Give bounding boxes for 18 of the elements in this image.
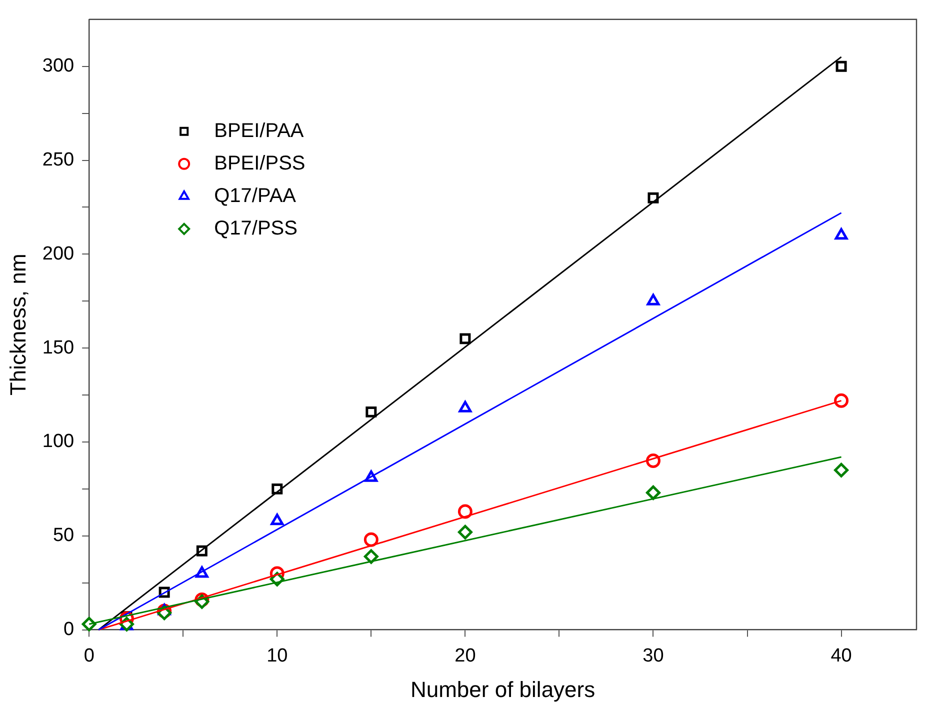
- y-tick-label: 200: [42, 243, 74, 264]
- y-tick-label: 0: [64, 619, 74, 640]
- legend-label: Q17/PAA: [214, 184, 297, 207]
- x-tick-label: 10: [266, 645, 288, 666]
- legend-label: BPEI/PSS: [214, 152, 306, 174]
- y-tick-label: 150: [42, 337, 74, 358]
- y-tick-label: 300: [42, 56, 74, 77]
- x-tick-label: 40: [830, 645, 852, 666]
- x-tick-label: 0: [84, 645, 94, 666]
- x-axis-title: Number of bilayers: [410, 676, 596, 702]
- y-tick-label: 50: [52, 525, 74, 546]
- x-tick-label: 20: [454, 645, 476, 666]
- y-tick-label: 250: [42, 149, 74, 170]
- legend-label: Q17/PSS: [214, 217, 298, 240]
- y-axis-title: Thickness, nm: [5, 254, 30, 396]
- y-tick-label: 100: [42, 431, 74, 452]
- x-tick-label: 30: [642, 645, 664, 666]
- legend-label: BPEI/PAA: [214, 120, 304, 142]
